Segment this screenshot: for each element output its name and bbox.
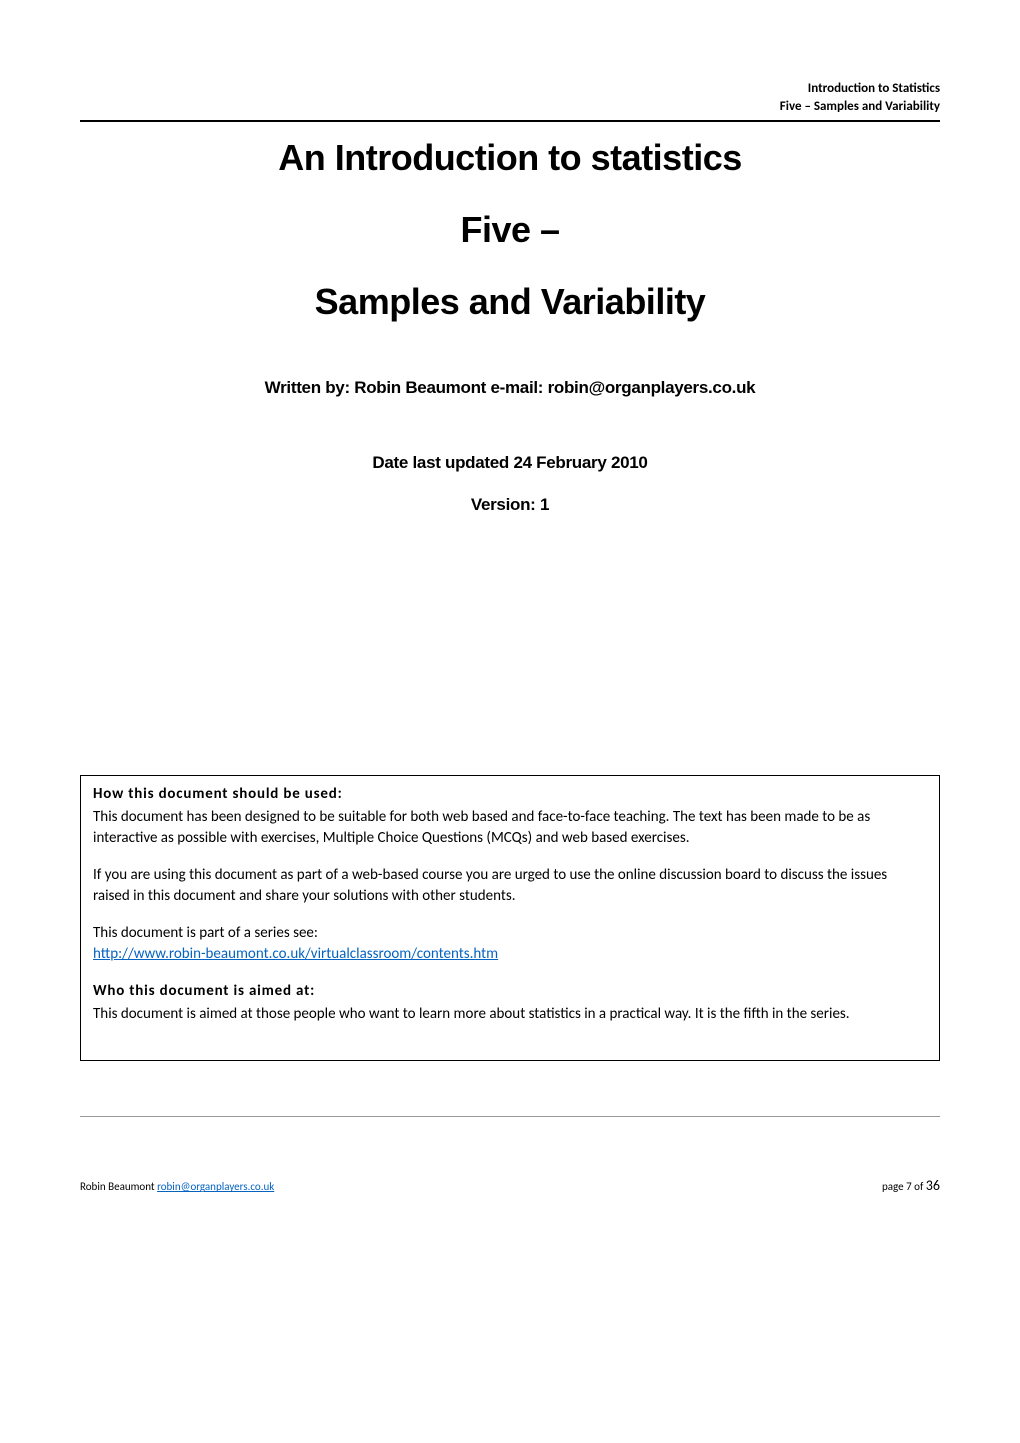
series-link[interactable]: http://www.robin-beaumont.co.uk/virtualc… (93, 945, 498, 963)
how-used-para1: This document has been designed to be su… (93, 807, 927, 849)
header-divider (80, 120, 940, 122)
title-sub-2: Samples and Variability (80, 281, 940, 323)
footer-page-number: page 7 of 36 (882, 1177, 940, 1194)
footer: Robin Beaumont robin@organplayers.co.uk … (80, 1177, 940, 1194)
page-label: page 7 of (882, 1180, 926, 1193)
footer-author: Robin Beaumont robin@organplayers.co.uk (80, 1180, 274, 1193)
footer-author-email[interactable]: robin@organplayers.co.uk (157, 1180, 274, 1193)
header-subtitle-block: Introduction to Statistics Five – Sample… (80, 80, 940, 116)
version-label: Version: 1 (80, 495, 940, 515)
title-sub-1: Five – (80, 209, 940, 251)
written-by: Written by: Robin Beaumont e-mail: robin… (80, 378, 940, 398)
footer-divider (80, 1116, 940, 1117)
date-updated: Date last updated 24 February 2010 (80, 453, 940, 473)
footer-author-name: Robin Beaumont (80, 1180, 157, 1193)
how-used-para2: If you are using this document as part o… (93, 865, 927, 907)
header-line2: Five – Samples and Variability (80, 98, 940, 116)
title-main: An Introduction to statistics (80, 137, 940, 179)
page-total: 36 (926, 1177, 940, 1194)
how-used-heading: How this document should be used: (93, 784, 927, 805)
header-line1: Introduction to Statistics (80, 80, 940, 98)
aimed-at-para: This document is aimed at those people w… (93, 1004, 927, 1025)
aimed-at-heading: Who this document is aimed at: (93, 981, 927, 1002)
info-box: How this document should be used: This d… (80, 775, 940, 1061)
series-intro: This document is part of a series see: (93, 923, 927, 944)
